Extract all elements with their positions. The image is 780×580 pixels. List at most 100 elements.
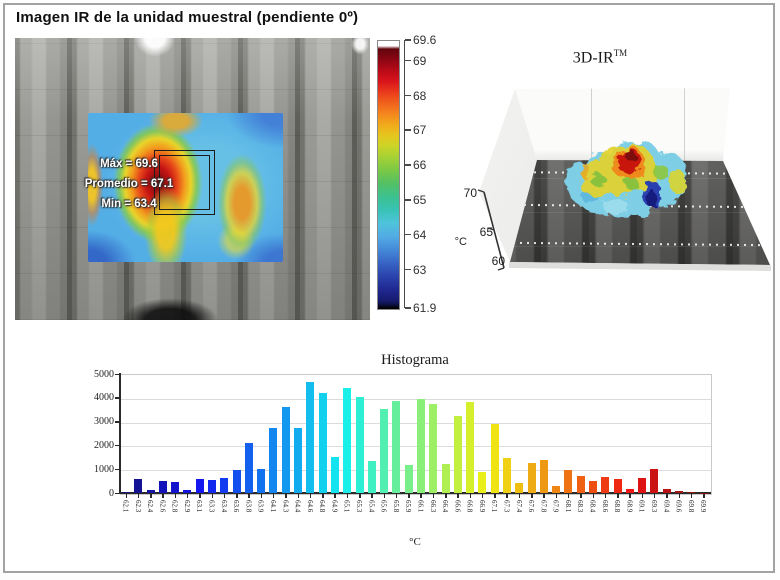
- x-tick-mark: [445, 494, 447, 498]
- x-tick-mark: [236, 494, 238, 498]
- x-tick-label-69.9: 69.9: [699, 500, 708, 513]
- histogram-bar-69.3: [650, 469, 659, 493]
- x-tick-label-64.8: 64.8: [318, 500, 327, 513]
- x-tick-label-63.1: 63.1: [195, 500, 204, 513]
- x-tick-mark: [543, 494, 545, 498]
- z-axis: [477, 189, 505, 271]
- x-tick-mark: [285, 494, 287, 498]
- colorbar-tick-64: 64: [404, 227, 427, 242]
- x-tick-label-63.6: 63.6: [232, 500, 241, 513]
- x-tick-label-65.8: 65.8: [391, 500, 400, 513]
- histogram-bar-64.1: [269, 428, 278, 493]
- x-tick-mark: [309, 494, 312, 498]
- histogram-bar-66.1: [416, 399, 425, 493]
- x-tick-label-65.3: 65.3: [355, 500, 363, 513]
- gridline-4000: [121, 398, 711, 400]
- x-tick-mark: [383, 494, 386, 498]
- x-tick-label-66.4: 66.4: [441, 500, 450, 513]
- x-tick-label-67.4: 67.4: [514, 500, 523, 513]
- x-tick-mark: [653, 494, 656, 498]
- x-tick-label-66.9: 66.9: [477, 500, 486, 513]
- histogram-bar-64.3: [281, 406, 290, 493]
- x-tick-label-69.3: 69.3: [649, 500, 658, 513]
- x-tick-mark: [518, 494, 521, 498]
- x-tick-label-62.8: 62.8: [170, 500, 179, 513]
- x-tick-mark: [666, 494, 668, 498]
- page-title: Imagen IR de la unidad muestral (pendien…: [16, 9, 359, 26]
- x-tick-label-69.1: 69.1: [637, 500, 646, 513]
- ir-max-value: Máx = 69.6: [100, 158, 158, 170]
- x-tick-mark: [297, 494, 300, 498]
- x-tick-mark: [162, 494, 164, 498]
- colorbar-scale: 69.6 69 68 67 66 65 64 63 61.9: [404, 33, 451, 315]
- histogram-bar-69.1: [638, 478, 647, 493]
- x-tick-mark: [334, 494, 336, 498]
- x-tick-mark: [641, 494, 644, 498]
- x-tick-label-62.3: 62.3: [133, 500, 142, 513]
- histogram-bar-65.3: [355, 397, 364, 493]
- x-tick-mark: [457, 494, 459, 498]
- x-tick-label-62.6: 62.6: [158, 500, 167, 513]
- roi-box: [154, 150, 215, 215]
- x-tick-label-64.3: 64.3: [281, 500, 290, 513]
- y-tick-label-3000: 3000: [94, 416, 114, 428]
- histogram-bar-67.9: [552, 486, 561, 493]
- histogram-bar-67.1: [490, 423, 499, 493]
- histogram-bar-67.8: [539, 459, 548, 493]
- histogram-bar-66.8: [466, 401, 475, 493]
- histogram-bar-65.8: [392, 400, 401, 493]
- histogram-bar-67.3: [502, 458, 511, 493]
- x-tick-label-67.1: 67.1: [490, 500, 499, 513]
- histogram-bar-66.9: [478, 472, 487, 493]
- histogram-bar-63.1: [195, 479, 204, 493]
- y-tick-mark: [115, 421, 120, 423]
- y-tick-mark: [115, 468, 120, 471]
- colorbar-tick-66: 66: [404, 158, 427, 173]
- x-tick-label-67.6: 67.6: [527, 500, 536, 513]
- x-tick-label-69.6: 69.6: [674, 500, 683, 513]
- histogram-bar-68.3: [576, 475, 585, 493]
- histogram-bar-63.4: [220, 477, 229, 493]
- y-tick-label-1000: 1000: [94, 463, 114, 475]
- ir-avg-value: Promedio = 67.1: [84, 178, 174, 190]
- y-tick-label-5000: 5000: [94, 368, 114, 380]
- y-tick-label-0: 0: [109, 487, 114, 499]
- x-tick-mark: [604, 494, 607, 498]
- x-tick-label-68.9: 68.9: [625, 500, 634, 513]
- x-tick-label-66.1: 66.1: [416, 500, 425, 513]
- histogram-bar-62.3: [134, 478, 143, 493]
- histogram-bar-62.4: [146, 489, 155, 493]
- histogram-bar-65.1: [343, 387, 352, 493]
- x-tick-mark: [186, 494, 189, 498]
- histogram-bar-63.3: [208, 480, 217, 493]
- x-tick-label-67.9: 67.9: [551, 500, 560, 513]
- 3d-ir-title: 3D-IRTM: [572, 48, 628, 67]
- x-tick-mark: [506, 494, 508, 498]
- x-tick-label-68.8: 68.8: [613, 500, 622, 513]
- histogram-bar-63.8: [244, 443, 253, 493]
- colorbar-tick-63: 63: [404, 262, 427, 277]
- x-tick-mark: [199, 494, 201, 498]
- histogram-bar-65.4: [367, 460, 376, 493]
- histogram-bar-66.6: [453, 415, 462, 493]
- x-tick-mark: [703, 494, 705, 498]
- x-tick-label-63.9: 63.9: [256, 500, 265, 513]
- x-tick-label-67.8: 67.8: [539, 500, 548, 513]
- histogram-bar-65.6: [380, 408, 389, 493]
- y-tick-label-2000: 2000: [94, 439, 114, 451]
- x-tick-label-66.6: 66.6: [453, 500, 462, 513]
- x-tick-label-65.1: 65.1: [342, 500, 351, 513]
- x-tick-mark: [432, 494, 435, 498]
- gridline-3000: [121, 422, 711, 424]
- histogram-bar-65.9: [404, 464, 413, 493]
- figure-frame: Imagen IR de la unidad muestral (pendien…: [3, 3, 775, 573]
- x-tick-mark: [223, 494, 226, 498]
- x-tick-mark: [678, 494, 681, 498]
- z-tick-60: 60: [491, 254, 505, 268]
- x-tick-label-62.4: 62.4: [146, 500, 155, 513]
- x-tick-mark: [690, 494, 693, 498]
- z-tick-70: 70: [463, 186, 477, 200]
- histogram-plot-area: [120, 374, 712, 495]
- ir-photo: Máx = 69.6 Promedio = 67.1 Min = 63.4: [15, 38, 370, 320]
- x-tick-label-68.1: 68.1: [563, 500, 572, 513]
